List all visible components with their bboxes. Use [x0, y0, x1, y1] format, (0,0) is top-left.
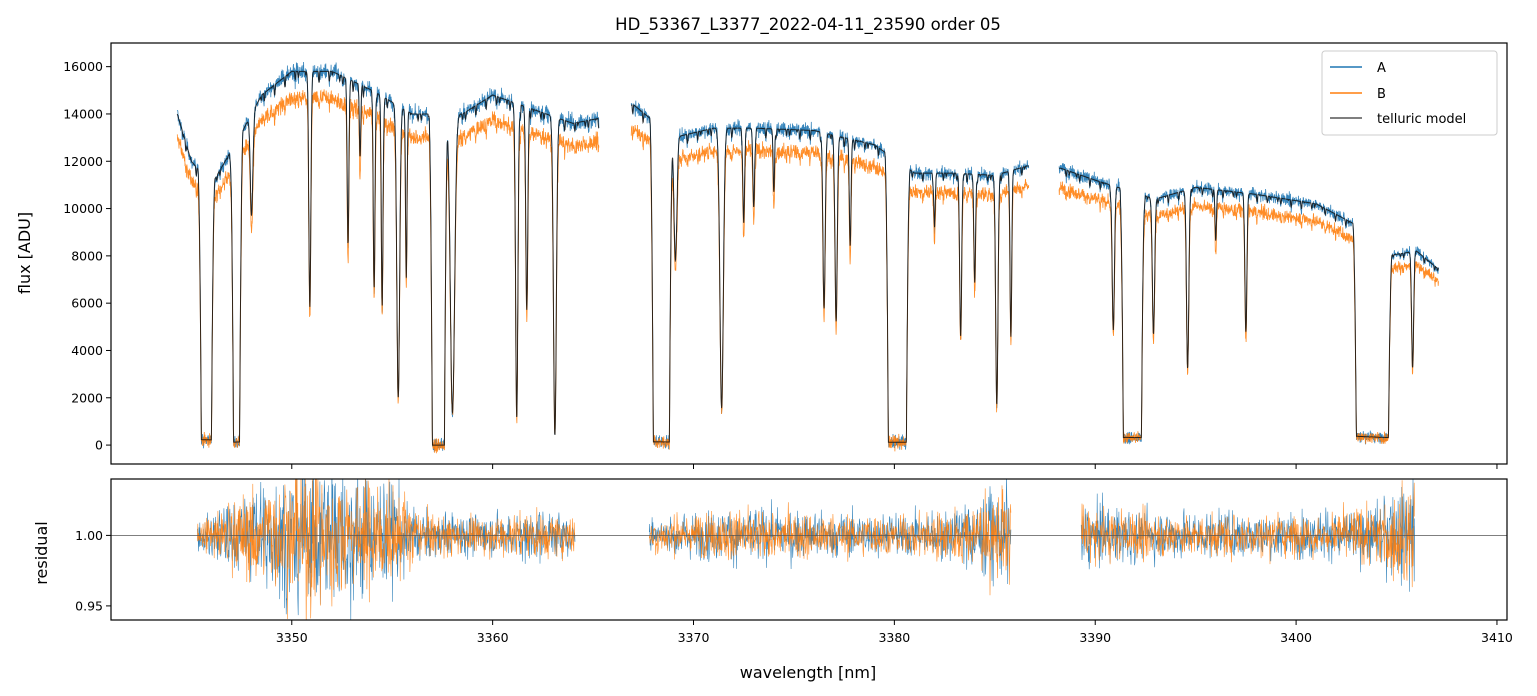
flux-ytick-label: 12000	[63, 154, 103, 169]
wavelength-xtick-label: 3370	[678, 630, 710, 645]
wavelength-xtick-label: 3380	[878, 630, 910, 645]
chart-title: HD_53367_L3377_2022-04-11_23590 order 05	[615, 15, 1001, 35]
wavelength-xtick-label: 3350	[276, 630, 308, 645]
wavelength-xtick-label: 3360	[477, 630, 509, 645]
residual-panel: 0.95 1.00 3350 3360 3370 3380 3390 3400 3410 re…	[32, 478, 1513, 682]
flux-ytick-label: 10000	[63, 201, 103, 216]
legend-label-a: A	[1377, 61, 1386, 76]
residual-b-line	[197, 479, 1415, 620]
residual-ytick-label: 1.00	[75, 528, 103, 543]
flux-panel: 0 2000 4000 6000 8000 10000 12000 14000 16000 fl…	[15, 42, 1508, 469]
wavelength-xtick-label: 3400	[1280, 630, 1312, 645]
flux-ytick-label: 2000	[71, 390, 103, 405]
telluric-model-line	[176, 70, 1439, 446]
flux-ytick-label: 0	[95, 438, 103, 453]
legend-label-b: B	[1377, 87, 1386, 102]
flux-ytick-label: 14000	[63, 106, 103, 121]
residual-axes-frame	[110, 478, 1508, 621]
wavelength-axis-label: wavelength [nm]	[740, 663, 877, 682]
legend-label-telluric-model: telluric model	[1377, 112, 1466, 127]
flux-ytick-label: 6000	[71, 296, 103, 311]
flux-ytick-label: 8000	[71, 248, 103, 263]
wavelength-xtick-label: 3410	[1481, 630, 1513, 645]
wavelength-xtick-label: 3390	[1079, 630, 1111, 645]
residual-axis-label: residual	[32, 521, 51, 584]
flux-ytick-label: 4000	[71, 343, 103, 358]
flux-axes-frame	[110, 42, 1508, 465]
flux-axis-label: flux [ADU]	[15, 212, 34, 294]
flux-ytick-label: 16000	[63, 59, 103, 74]
legend: A B telluric model	[1321, 50, 1498, 136]
residual-ytick-label: 0.95	[75, 598, 103, 613]
legend-frame	[1321, 50, 1498, 136]
